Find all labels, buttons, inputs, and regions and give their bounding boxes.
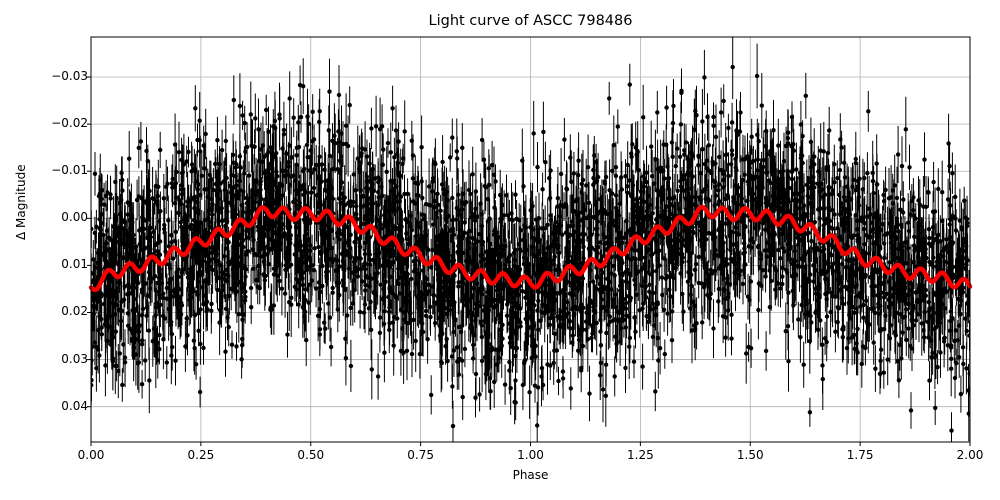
y-tick-label: 0.00 [61, 210, 88, 225]
y-tick-label: −0.01 [51, 163, 88, 178]
x-tick-label: 0.25 [187, 448, 215, 462]
y-axis-label: Δ Magnitude [14, 164, 28, 240]
chart-title: Light curve of ASCC 798486 [428, 13, 633, 29]
y-tick-label: 0.03 [61, 351, 88, 366]
x-tick-label: 0.75 [407, 448, 434, 462]
y-tick-label: −0.03 [51, 69, 88, 84]
x-tick-label: 1.75 [846, 448, 874, 462]
x-tick-label: 1.50 [736, 448, 764, 462]
y-tick-label: 0.04 [61, 398, 88, 413]
axis-ticks [87, 76, 971, 446]
y-tick-label: 0.01 [61, 257, 88, 272]
y-tick-label: 0.02 [61, 304, 88, 319]
x-tick-label: 1.00 [517, 448, 544, 462]
x-tick-label: 0.00 [77, 448, 105, 462]
model-curve [88, 204, 973, 293]
x-tick-label: 1.25 [627, 448, 654, 462]
y-tick-label: −0.02 [51, 116, 88, 131]
x-axis-label: Phase [512, 468, 549, 482]
x-tick-label: 0.50 [297, 448, 325, 462]
x-tick-label: 2.00 [956, 448, 984, 462]
